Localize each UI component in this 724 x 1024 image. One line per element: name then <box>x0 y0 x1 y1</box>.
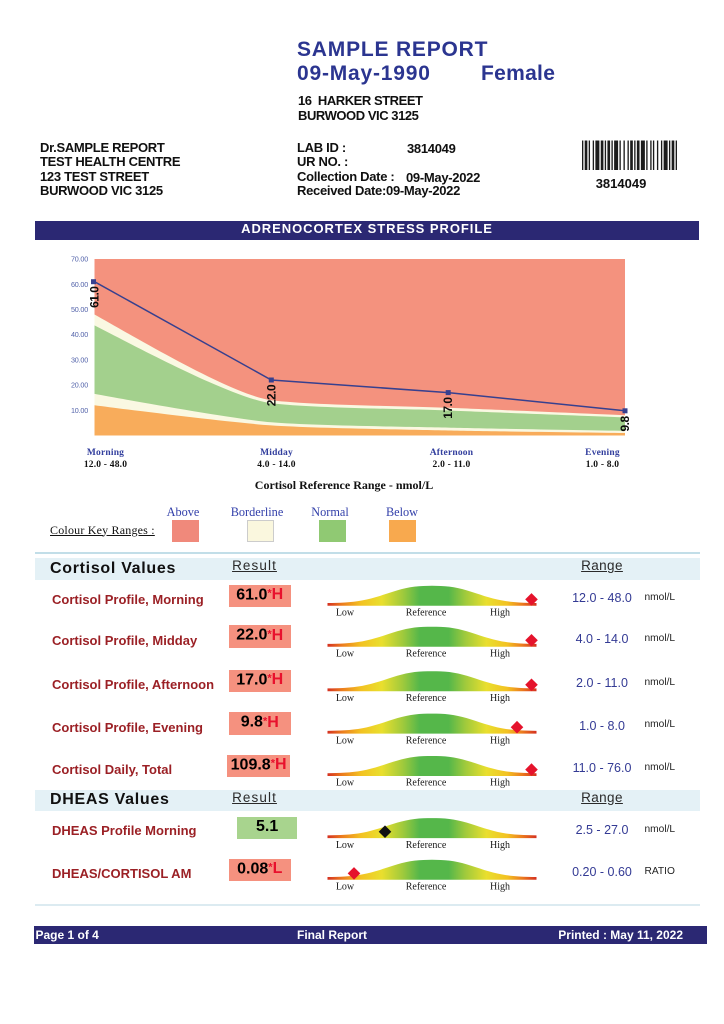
svg-text:High: High <box>490 778 510 789</box>
svg-text:30.00: 30.00 <box>71 356 88 365</box>
svg-text:Reference: Reference <box>406 778 447 789</box>
svg-text:60.00: 60.00 <box>71 280 88 289</box>
svg-text:Low: Low <box>336 735 355 746</box>
svg-text:50.00: 50.00 <box>71 305 88 314</box>
svg-text:9.8: 9.8 <box>618 415 632 431</box>
svg-text:20.00: 20.00 <box>71 381 88 390</box>
svg-text:High: High <box>490 840 510 851</box>
svg-text:Low: Low <box>336 693 355 704</box>
svg-text:40.00: 40.00 <box>71 330 88 339</box>
svg-text:High: High <box>490 608 510 619</box>
svg-text:High: High <box>490 882 510 893</box>
svg-text:Reference: Reference <box>406 882 447 893</box>
svg-text:Reference: Reference <box>406 693 447 704</box>
svg-text:Low: Low <box>336 778 355 789</box>
svg-text:High: High <box>490 735 510 746</box>
svg-text:Reference: Reference <box>406 648 447 659</box>
svg-text:Reference: Reference <box>406 735 447 746</box>
svg-text:22.0: 22.0 <box>264 384 278 406</box>
svg-text:Low: Low <box>336 840 355 851</box>
svg-text:Low: Low <box>336 882 355 893</box>
svg-text:70.00: 70.00 <box>71 255 88 264</box>
svg-text:High: High <box>490 693 510 704</box>
svg-text:Reference: Reference <box>406 840 447 851</box>
svg-text:High: High <box>490 648 510 659</box>
svg-text:Low: Low <box>336 648 355 659</box>
svg-text:Low: Low <box>336 608 355 619</box>
svg-text:10.00: 10.00 <box>71 406 88 415</box>
svg-text:17.0: 17.0 <box>441 397 455 419</box>
svg-text:Reference: Reference <box>406 608 447 619</box>
svg-text:61.0: 61.0 <box>88 286 102 308</box>
